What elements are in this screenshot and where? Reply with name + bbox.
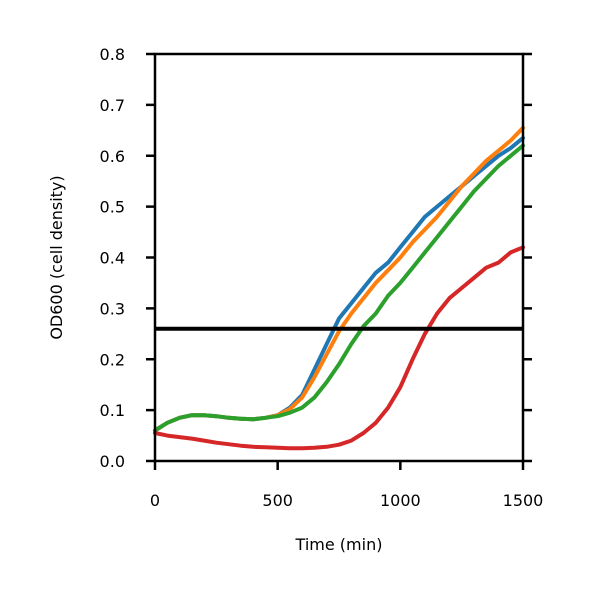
y-axis-ticks: 0.0 0.1 0.2 0.3 0.4 0.5 0.6 0.7 0.8 xyxy=(100,45,532,471)
y-tick-label: 0.1 xyxy=(100,401,125,420)
y-tick-label: 0.3 xyxy=(100,299,125,318)
plot-frame xyxy=(153,52,525,463)
plot-lines xyxy=(153,125,525,451)
series-line-2 xyxy=(153,125,525,433)
series-line-3 xyxy=(153,143,525,433)
y-tick-label: 0.0 xyxy=(100,452,125,471)
y-tick-label: 0.2 xyxy=(100,350,125,369)
y-tick-label: 0.6 xyxy=(100,147,125,166)
x-tick-label: 1000 xyxy=(380,491,421,510)
y-tick-label: 0.5 xyxy=(100,198,125,217)
x-axis-ticks: 0 500 1000 1500 xyxy=(150,461,543,510)
series-line-4 xyxy=(153,245,525,451)
x-tick-label: 0 xyxy=(150,491,160,510)
y-tick-label: 0.4 xyxy=(100,249,125,268)
x-tick-label: 1500 xyxy=(503,491,544,510)
y-tick-label: 0.8 xyxy=(100,45,125,64)
y-axis-label: OD600 (cell density) xyxy=(47,175,66,339)
x-tick-label: 500 xyxy=(262,491,293,510)
x-axis-label: Time (min) xyxy=(295,535,383,554)
y-tick-label: 0.7 xyxy=(100,96,125,115)
